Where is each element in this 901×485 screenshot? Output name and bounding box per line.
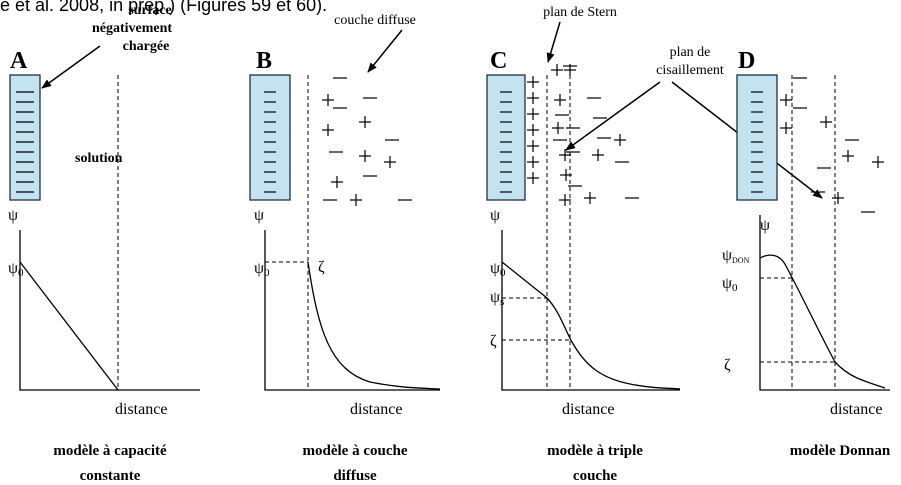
annotation: surface bbox=[128, 3, 172, 18]
axis-label: ψ0 bbox=[722, 275, 738, 294]
potential-curve bbox=[307, 261, 441, 390]
caption: modèle Donnan bbox=[790, 443, 891, 459]
axis-label: distance bbox=[350, 401, 402, 418]
axes bbox=[759, 215, 890, 391]
header-text: e et al. 2008, in prep.) (Figures 59 et … bbox=[0, 0, 327, 15]
panel-letter: D bbox=[738, 48, 755, 74]
annotation: cisaillement bbox=[656, 63, 724, 78]
annotation: couche diffuse bbox=[334, 13, 416, 28]
axis-label: ψs bbox=[490, 289, 504, 308]
arrow bbox=[565, 81, 661, 151]
caption: modèle à capacité bbox=[53, 443, 167, 459]
axes bbox=[501, 230, 680, 391]
annotation: solution bbox=[75, 151, 123, 166]
caption: modèle à triple bbox=[547, 443, 643, 459]
axis-label: ψ bbox=[490, 207, 500, 224]
axis-label: ψ bbox=[760, 217, 770, 234]
arrow bbox=[546, 21, 561, 63]
potential-curve bbox=[501, 261, 681, 390]
annotation: chargée bbox=[123, 39, 170, 54]
electrode bbox=[736, 74, 778, 201]
panel-letter: B bbox=[256, 48, 272, 74]
panel-d: D ψ ψDON ψ0 ζ distance modèle Donnan bbox=[722, 48, 891, 459]
annotation: plan de bbox=[670, 45, 711, 60]
axis-label: distance bbox=[562, 401, 614, 418]
axis-label: ψ0 bbox=[254, 260, 270, 279]
potential-curve bbox=[759, 254, 886, 389]
annotation: plan de Stern bbox=[543, 5, 617, 20]
charge-signs bbox=[16, 64, 884, 213]
caption: couche bbox=[573, 468, 618, 484]
arrow bbox=[41, 45, 101, 89]
electrode bbox=[486, 74, 526, 201]
axes bbox=[19, 230, 200, 391]
axis-label: ψ0 bbox=[490, 260, 506, 279]
axis-label: ψ bbox=[254, 207, 264, 224]
axis-label: distance bbox=[115, 401, 167, 418]
panel-b: B couche diffuse ψ ψ0 ζ distance modèle … bbox=[249, 13, 441, 484]
electrode bbox=[249, 74, 291, 201]
annotation: négativement bbox=[92, 21, 172, 36]
axis-label: ψ0 bbox=[8, 260, 24, 279]
axis-label: distance bbox=[830, 401, 882, 418]
panel-letter: C bbox=[490, 48, 507, 74]
axis-label: ψDON bbox=[722, 247, 750, 265]
arrow bbox=[367, 29, 403, 73]
axis-label: ζ bbox=[490, 333, 497, 350]
panel-a: A surface négativement chargée solution … bbox=[8, 3, 200, 484]
axis-label: ζ bbox=[318, 259, 325, 276]
electrode bbox=[9, 74, 41, 201]
potential-curve bbox=[19, 261, 119, 391]
axes bbox=[264, 230, 440, 391]
caption: constante bbox=[80, 468, 141, 484]
axis-label: ζ bbox=[724, 357, 731, 374]
caption: modèle à couche bbox=[303, 443, 408, 459]
panel-letter: A bbox=[10, 48, 28, 74]
panel-c: C plan de Stern plan de cisaillement ψ ψ… bbox=[486, 5, 823, 484]
axis-label: ψ bbox=[8, 207, 18, 224]
caption: diffuse bbox=[333, 468, 377, 484]
